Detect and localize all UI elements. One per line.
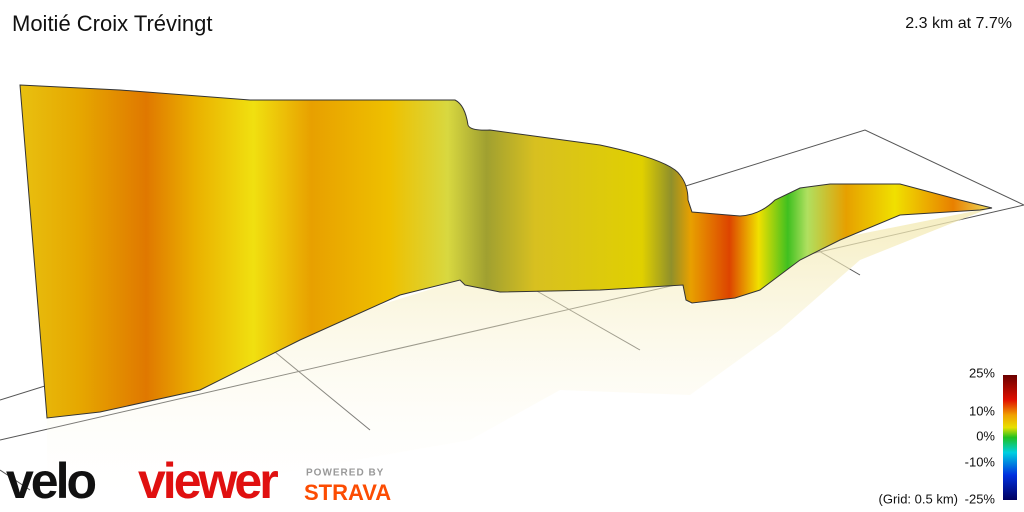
title: Moitié Croix Trévingt	[12, 11, 213, 36]
scale-labels: 25% 10% 0% -10% -25%	[965, 365, 996, 506]
color-scale	[1003, 375, 1017, 500]
scale-label: -10%	[965, 454, 996, 469]
grid-note: (Grid: 0.5 km)	[879, 491, 958, 506]
scale-label: 10%	[969, 403, 995, 418]
reflection	[47, 208, 990, 512]
scale-label: 25%	[969, 365, 995, 380]
scale-label: 0%	[976, 428, 995, 443]
strava: STRAVA	[304, 480, 391, 505]
profile-wall	[19, 84, 993, 419]
logo-velo: velo	[6, 453, 96, 509]
powered-by: POWERED BY	[306, 468, 384, 479]
logo-viewer: viewer	[138, 453, 278, 509]
scale-label: -25%	[965, 491, 996, 506]
summary: 2.3 km at 7.7%	[905, 15, 1012, 32]
